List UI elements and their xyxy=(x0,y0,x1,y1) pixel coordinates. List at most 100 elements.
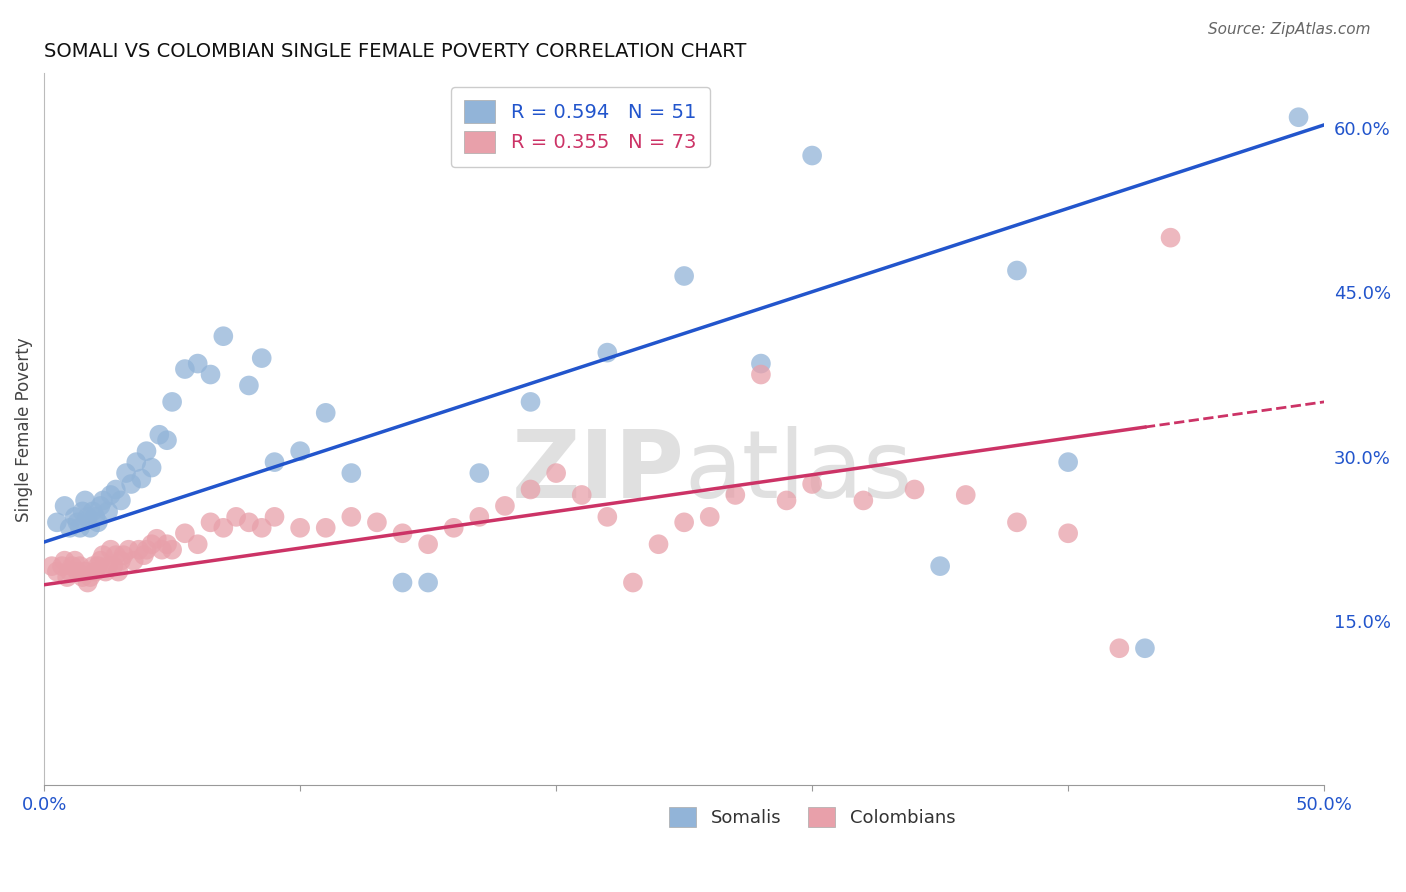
Point xyxy=(263,509,285,524)
Point xyxy=(72,570,94,584)
Point xyxy=(128,542,150,557)
Text: Source: ZipAtlas.com: Source: ZipAtlas.com xyxy=(1208,22,1371,37)
Point xyxy=(571,488,593,502)
Point xyxy=(141,537,163,551)
Point xyxy=(89,554,111,568)
Point xyxy=(131,471,153,485)
Point xyxy=(955,488,977,502)
Point xyxy=(852,493,875,508)
Point xyxy=(443,521,465,535)
Point xyxy=(1133,641,1156,656)
Point xyxy=(288,444,311,458)
Point xyxy=(749,357,772,371)
Point xyxy=(110,493,132,508)
Point xyxy=(391,526,413,541)
Point xyxy=(87,559,110,574)
Point xyxy=(225,509,247,524)
Point xyxy=(1005,516,1028,530)
Point xyxy=(749,368,772,382)
Point xyxy=(519,483,541,497)
Point xyxy=(84,509,107,524)
Point xyxy=(1108,641,1130,656)
Point xyxy=(110,554,132,568)
Point xyxy=(82,504,104,518)
Point xyxy=(59,565,82,579)
Point xyxy=(97,559,120,574)
Point xyxy=(76,575,98,590)
Point xyxy=(115,466,138,480)
Point xyxy=(135,542,157,557)
Point xyxy=(187,537,209,551)
Point xyxy=(238,516,260,530)
Point xyxy=(66,565,89,579)
Point xyxy=(212,521,235,535)
Point xyxy=(79,521,101,535)
Point xyxy=(82,559,104,574)
Point xyxy=(135,444,157,458)
Point xyxy=(699,509,721,524)
Y-axis label: Single Female Poverty: Single Female Poverty xyxy=(15,337,32,522)
Point xyxy=(122,554,145,568)
Point xyxy=(238,378,260,392)
Point xyxy=(340,509,363,524)
Point xyxy=(174,362,197,376)
Point xyxy=(929,559,952,574)
Point xyxy=(596,509,619,524)
Point xyxy=(104,483,127,497)
Point xyxy=(125,455,148,469)
Point xyxy=(41,559,63,574)
Point xyxy=(1288,110,1310,124)
Point xyxy=(45,516,67,530)
Point xyxy=(53,554,76,568)
Point xyxy=(141,460,163,475)
Point xyxy=(315,521,337,535)
Point xyxy=(546,466,568,480)
Point xyxy=(903,483,925,497)
Point xyxy=(775,493,797,508)
Point xyxy=(89,499,111,513)
Point xyxy=(647,537,669,551)
Point xyxy=(59,521,82,535)
Point xyxy=(120,477,142,491)
Point xyxy=(200,516,222,530)
Point xyxy=(673,268,696,283)
Point xyxy=(596,345,619,359)
Point xyxy=(212,329,235,343)
Point xyxy=(416,537,439,551)
Point xyxy=(621,575,644,590)
Point xyxy=(104,548,127,562)
Point xyxy=(112,548,135,562)
Point xyxy=(100,542,122,557)
Point xyxy=(160,542,183,557)
Point xyxy=(468,466,491,480)
Point xyxy=(45,565,67,579)
Point xyxy=(107,565,129,579)
Legend: Somalis, Colombians: Somalis, Colombians xyxy=(662,800,963,834)
Point xyxy=(1005,263,1028,277)
Text: ZIP: ZIP xyxy=(512,426,685,518)
Point xyxy=(72,504,94,518)
Point xyxy=(145,532,167,546)
Point xyxy=(56,570,79,584)
Point xyxy=(117,542,139,557)
Point xyxy=(200,368,222,382)
Point xyxy=(391,575,413,590)
Point xyxy=(156,434,179,448)
Point xyxy=(84,565,107,579)
Point xyxy=(69,559,91,574)
Text: atlas: atlas xyxy=(685,426,912,518)
Point xyxy=(1160,230,1182,244)
Point xyxy=(97,504,120,518)
Text: SOMALI VS COLOMBIAN SINGLE FEMALE POVERTY CORRELATION CHART: SOMALI VS COLOMBIAN SINGLE FEMALE POVERT… xyxy=(44,42,747,61)
Point xyxy=(366,516,388,530)
Point xyxy=(494,499,516,513)
Point xyxy=(340,466,363,480)
Point xyxy=(519,395,541,409)
Point xyxy=(51,559,73,574)
Point xyxy=(66,516,89,530)
Point xyxy=(91,548,114,562)
Point xyxy=(150,542,173,557)
Point xyxy=(94,565,117,579)
Point xyxy=(263,455,285,469)
Point xyxy=(250,351,273,365)
